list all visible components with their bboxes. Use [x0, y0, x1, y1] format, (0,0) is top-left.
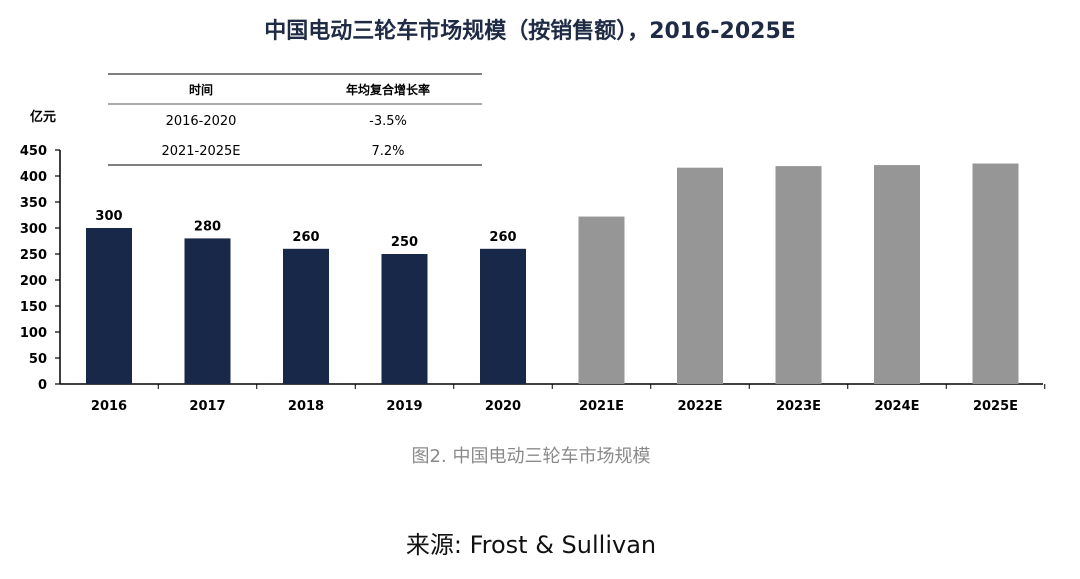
table-cell-cagr-2: 7.2%	[371, 144, 404, 159]
bar-2025E	[972, 163, 1019, 384]
bar-2018	[283, 248, 329, 384]
table-header-period: 时间	[189, 82, 213, 97]
x-tick-label: 2020	[485, 399, 521, 414]
bar-2020	[480, 248, 526, 384]
growth-table: 时间 年均复合增长率 2016-2020 -3.5% 2021-2025E 7.…	[108, 73, 482, 166]
x-tick-label: 2016	[91, 399, 127, 414]
y-tick-label: 250	[20, 248, 47, 263]
y-tick-label: 0	[38, 378, 47, 393]
data-label-2016: 300	[95, 209, 122, 224]
data-label-2019: 250	[391, 235, 418, 250]
x-tick-label: 2021E	[579, 399, 624, 414]
x-axis-labels: 2016 2017 2018 2019 2020 2021E 2022E 2023E 2024E…	[91, 384, 1046, 414]
x-tick-label: 2018	[288, 399, 324, 414]
x-tick-label: 2022E	[677, 399, 722, 414]
table-cell-period-2: 2021-2025E	[161, 144, 240, 159]
y-tick-label: 50	[29, 352, 47, 367]
data-label-2018: 260	[292, 230, 319, 245]
x-tick-label: 2025E	[973, 399, 1018, 414]
bar-2021E	[578, 216, 625, 384]
bar-2016	[86, 228, 132, 384]
bar-data-labels: 300 280 260 250 260	[95, 209, 516, 250]
y-tick-label: 400	[20, 170, 47, 185]
bar-series	[86, 163, 1019, 384]
y-axis-unit: 亿元	[30, 109, 56, 125]
bar-2019	[381, 254, 428, 384]
x-tick-label: 2017	[189, 399, 225, 414]
data-label-2017: 280	[194, 219, 221, 234]
x-tick-label: 2024E	[874, 399, 919, 414]
source-note: 来源: Frost & Sullivan	[406, 531, 656, 559]
x-tick-label: 2019	[386, 399, 422, 414]
bar-2023E	[775, 166, 822, 384]
bar-2024E	[874, 165, 920, 384]
bar-2022E	[677, 167, 723, 384]
figure-caption: 图2. 中国电动三轮车市场规模	[412, 446, 651, 467]
x-tick-label: 2023E	[776, 399, 821, 414]
bar-2017	[184, 238, 231, 384]
y-tick-label: 350	[20, 196, 47, 211]
chart-title: 中国电动三轮车市场规模（按销售额），2016-2025E	[264, 18, 796, 44]
y-tick-label: 150	[20, 300, 47, 315]
y-tick-label: 300	[20, 222, 47, 237]
y-tick-label: 100	[20, 326, 47, 341]
y-tick-label: 450	[20, 144, 47, 159]
table-cell-cagr-1: -3.5%	[369, 114, 407, 129]
y-axis-ticks: 0 50 100 150 200 250 300 350 400 450	[20, 144, 60, 393]
data-label-2020: 260	[489, 230, 516, 245]
table-header-cagr: 年均复合增长率	[346, 82, 430, 97]
table-cell-period-1: 2016-2020	[166, 114, 237, 129]
y-tick-label: 200	[20, 274, 47, 289]
